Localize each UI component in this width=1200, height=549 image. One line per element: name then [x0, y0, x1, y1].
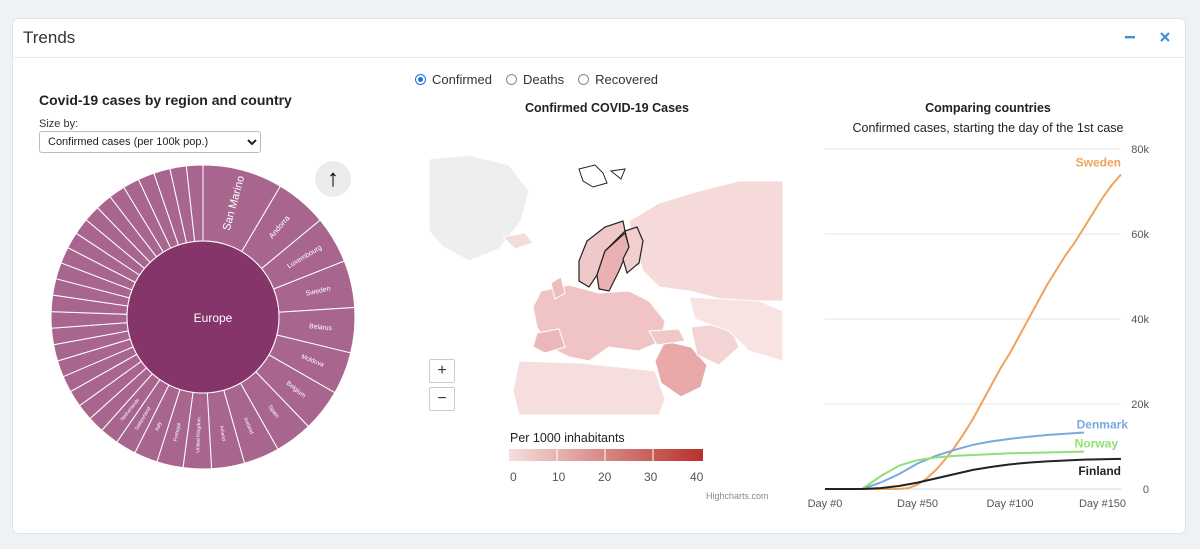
svalbard-east-shape	[609, 168, 626, 180]
radio-dot-icon	[505, 74, 517, 85]
legend-tick: 0	[510, 470, 517, 484]
y-tick-label: 60k	[1131, 229, 1149, 241]
sunburst-segment-label: Ireland	[218, 425, 226, 441]
sunburst-segment-label: Italy	[154, 421, 163, 432]
radio-confirmed[interactable]: Confirmed	[415, 72, 492, 87]
legend-tick: 10	[552, 470, 566, 484]
y-tick-label: 0	[1143, 484, 1149, 496]
legend-tick: 30	[644, 470, 658, 484]
line-chart-subtitle: Confirmed cases, starting the day of the…	[852, 121, 1124, 135]
drill-up-button[interactable]: ↑	[315, 161, 351, 197]
sunburst-chart: San Marino AndorraLuxembourgSwedenBelarus…	[50, 164, 356, 470]
minimize-icon	[1125, 36, 1135, 39]
metric-radio-group: Confirmed Deaths Recovered	[415, 72, 672, 88]
norway-shape[interactable]	[578, 220, 626, 288]
radio-recovered[interactable]: Recovered	[578, 72, 658, 87]
radio-label: Confirmed	[432, 72, 492, 87]
map-legend-ticks: 0 10 20 30 40	[510, 470, 720, 484]
central-asia-shape[interactable]	[688, 296, 783, 362]
panel-header: Trends	[13, 19, 1185, 58]
legend-tick: 20	[598, 470, 612, 484]
world-map[interactable]	[429, 151, 783, 415]
uk-shape[interactable]	[550, 276, 566, 300]
series-label: Denmark	[1077, 417, 1129, 431]
size-by-label: Size by:	[39, 118, 79, 130]
sunburst-segment-label: Belarus	[309, 323, 333, 332]
sunburst-segment-label: Portugal	[173, 422, 183, 441]
radio-dot-icon	[578, 74, 590, 85]
x-tick-label: Day #100	[986, 498, 1033, 510]
series-label: Finland	[1078, 464, 1121, 478]
zoom-in-button[interactable]: +	[429, 359, 455, 383]
sunburst-segment-label: United Kingdom	[195, 417, 202, 453]
sunburst-center-label[interactable]: Europe	[193, 311, 233, 325]
y-tick-label: 40k	[1131, 314, 1149, 326]
radio-label: Recovered	[595, 72, 659, 87]
map-title: Confirmed COVID-19 Cases	[525, 101, 689, 115]
close-icon	[1160, 32, 1170, 42]
legend-tick: 40	[690, 470, 704, 484]
arrow-up-icon: ↑	[327, 165, 339, 192]
spain-shape[interactable]	[532, 328, 566, 354]
x-tick-label: Day #150	[1079, 498, 1126, 510]
greenland-shape[interactable]	[429, 154, 530, 262]
radio-dot-icon	[415, 74, 426, 85]
x-tick-label: Day #50	[897, 498, 938, 510]
line-chart: 0 20k 40k 60k 80k Day #0 Day #50 Day #100 Day #1…	[808, 144, 1150, 510]
y-tick-label: 80k	[1131, 144, 1149, 156]
size-by-select[interactable]: Confirmed cases (per 100k pop.)	[39, 131, 261, 153]
iceland-shape[interactable]	[501, 232, 534, 250]
zoom-out-button[interactable]: −	[429, 387, 455, 411]
map-legend-gradient	[509, 449, 703, 461]
close-button[interactable]	[1156, 27, 1174, 47]
minimize-button[interactable]	[1121, 27, 1139, 47]
x-tick-label: Day #0	[808, 498, 843, 510]
sunburst-title: Covid-19 cases by region and country	[39, 92, 292, 108]
map-legend-title: Per 1000 inhabitants	[510, 431, 625, 445]
svalbard-shape[interactable]	[578, 164, 608, 188]
series-line-finland[interactable]	[825, 457, 1122, 490]
series-line-norway[interactable]	[825, 450, 1085, 490]
trends-panel: Trends Covid-19 cases by region and coun…	[12, 18, 1186, 534]
africa-shape[interactable]	[512, 360, 666, 415]
sunburst-center[interactable]	[126, 240, 280, 394]
turkey-shape[interactable]	[648, 328, 686, 346]
series-label: Sweden	[1076, 156, 1121, 170]
map-credit[interactable]: Highcharts.com	[706, 491, 769, 501]
y-tick-label: 20k	[1131, 399, 1149, 411]
line-chart-title: Comparing countries	[925, 101, 1051, 115]
series-label: Norway	[1075, 437, 1119, 451]
radio-label: Deaths	[522, 72, 565, 87]
finland-shape[interactable]	[622, 226, 644, 275]
radio-deaths[interactable]: Deaths	[505, 72, 565, 87]
middle-east-shape[interactable]	[654, 340, 708, 398]
panel-title: Trends	[23, 28, 76, 47]
series-line-denmark[interactable]	[825, 431, 1085, 490]
